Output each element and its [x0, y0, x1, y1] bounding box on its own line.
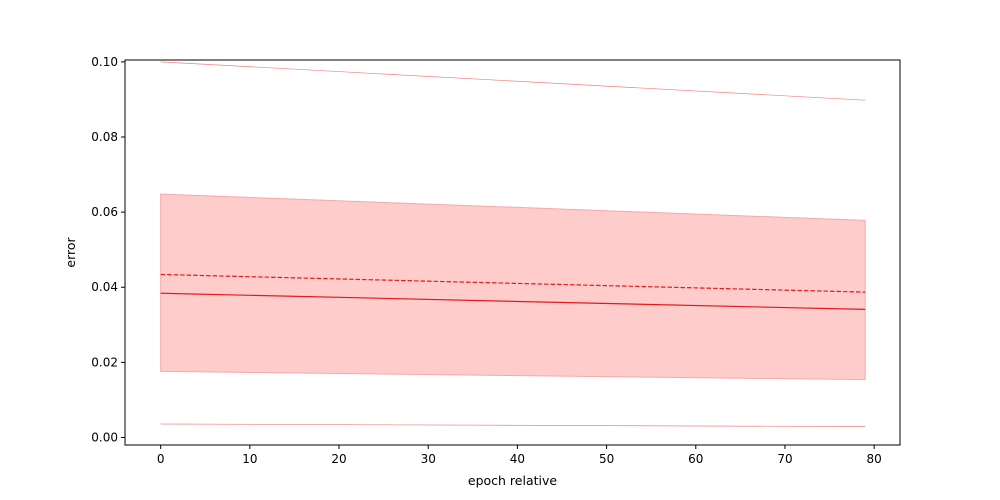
y-tick-label: 0.08 — [91, 130, 118, 144]
x-tick-label: 0 — [157, 452, 165, 466]
y-tick-label: 0.04 — [91, 280, 118, 294]
y-tick-label: 0.02 — [91, 355, 118, 369]
axes-frame — [124, 59, 901, 446]
x-tick-label: 50 — [599, 452, 614, 466]
confidence-band — [160, 193, 866, 381]
x-tick-label: 60 — [688, 452, 703, 466]
upper-bound-line — [160, 61, 866, 101]
y-tick-label: 0.00 — [91, 430, 118, 444]
x-tick-label: 20 — [331, 452, 346, 466]
x-axis-label: epoch relative — [468, 473, 558, 488]
y-axis: 0.00 0.02 0.04 0.06 0.08 0.10 — [91, 55, 125, 444]
x-tick-label: 80 — [866, 452, 881, 466]
x-tick-label: 10 — [242, 452, 257, 466]
x-tick-label: 40 — [510, 452, 525, 466]
lower-bound-line — [160, 423, 866, 427]
series-line-dashed — [160, 273, 866, 293]
y-axis-label: error — [63, 237, 78, 268]
plot-area — [160, 61, 866, 427]
x-tick-label: 70 — [777, 452, 792, 466]
y-tick-label: 0.10 — [91, 55, 118, 69]
x-tick-label: 30 — [421, 452, 436, 466]
series-line-solid — [160, 292, 866, 311]
x-axis: 0 10 20 30 40 50 60 70 80 — [157, 445, 882, 466]
y-tick-label: 0.06 — [91, 205, 118, 219]
